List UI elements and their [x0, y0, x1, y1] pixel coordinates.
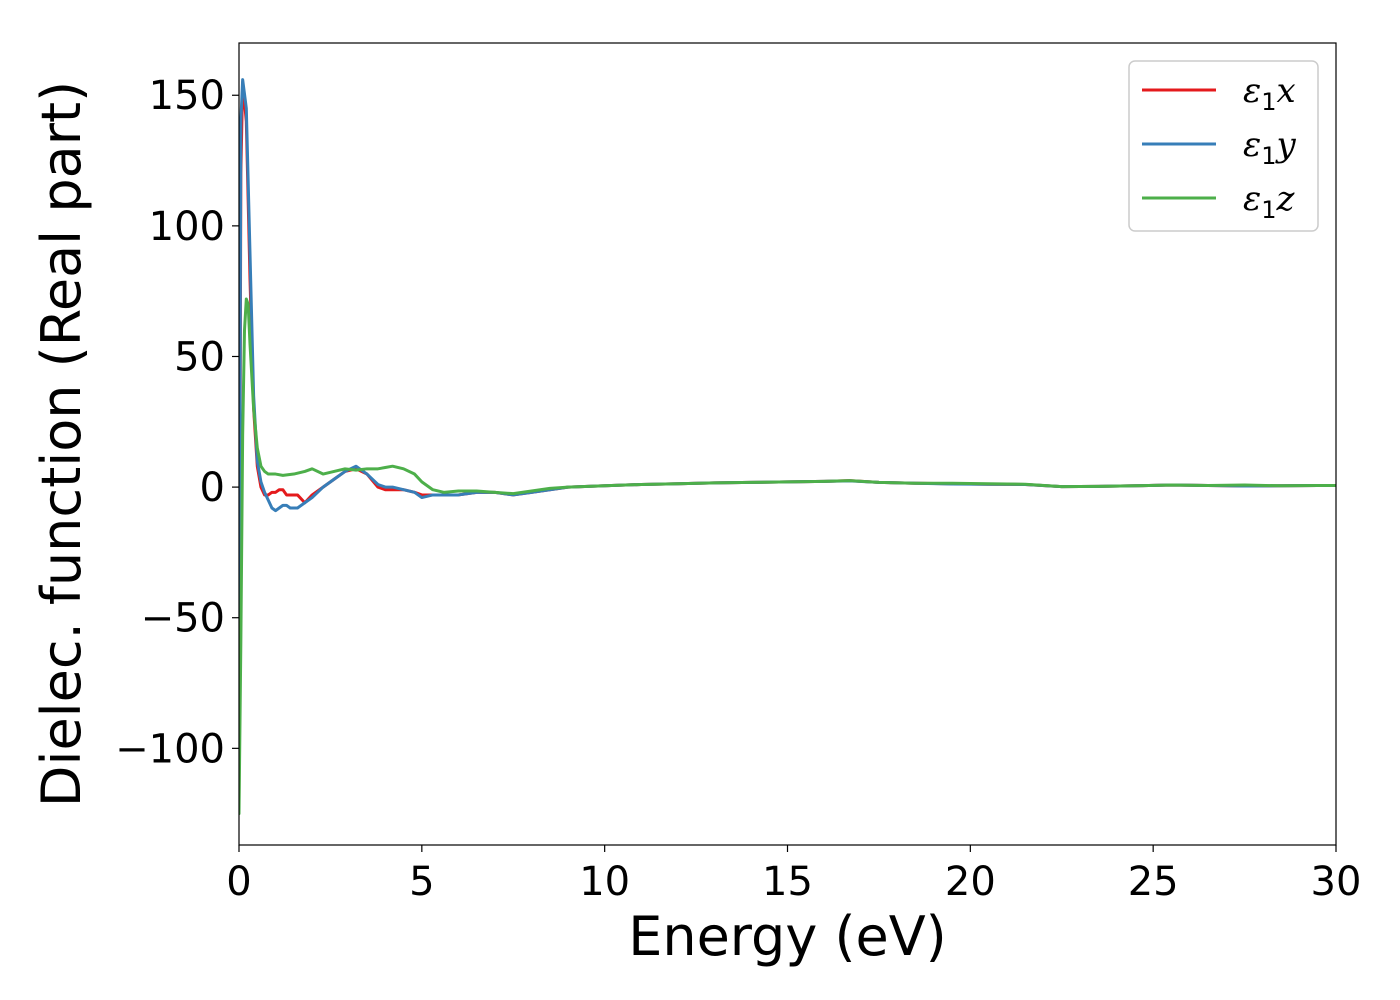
- y-axis: −100 −50 0 50 100 150: [115, 73, 239, 772]
- x-tick-label: 20: [945, 859, 996, 905]
- x-axis: 0 5 10 15 20 25 30: [226, 845, 1361, 905]
- legend-items: ε1x ε1y ε1z: [1142, 71, 1297, 224]
- y-tick-label: 150: [149, 73, 225, 119]
- x-tick-label: 5: [409, 859, 434, 905]
- legend-label-y: ε1y: [1243, 125, 1297, 170]
- series-line-z: [239, 297, 1336, 816]
- legend-box: [1128, 60, 1319, 232]
- legend: ε1x ε1y ε1z: [1128, 60, 1319, 232]
- series-layer: [239, 78, 1336, 816]
- y-tick-label: 50: [174, 334, 225, 380]
- legend-label-x: ε1x: [1243, 71, 1296, 116]
- legend-label-z: ε1z: [1243, 179, 1296, 224]
- x-tick-label: 10: [579, 859, 630, 905]
- y-tick-label: −50: [141, 596, 225, 642]
- y-tick-label: 100: [149, 204, 225, 250]
- y-axis-label: Dielec. function (Real part): [30, 81, 93, 807]
- y-tick-label: −100: [115, 726, 225, 772]
- y-tick-label: 0: [200, 465, 225, 511]
- x-tick-label: 15: [762, 859, 813, 905]
- x-tick-label: 25: [1128, 859, 1179, 905]
- x-tick-label: 0: [226, 859, 251, 905]
- x-tick-label: 30: [1311, 859, 1362, 905]
- x-axis-label: Energy (eV): [628, 905, 947, 968]
